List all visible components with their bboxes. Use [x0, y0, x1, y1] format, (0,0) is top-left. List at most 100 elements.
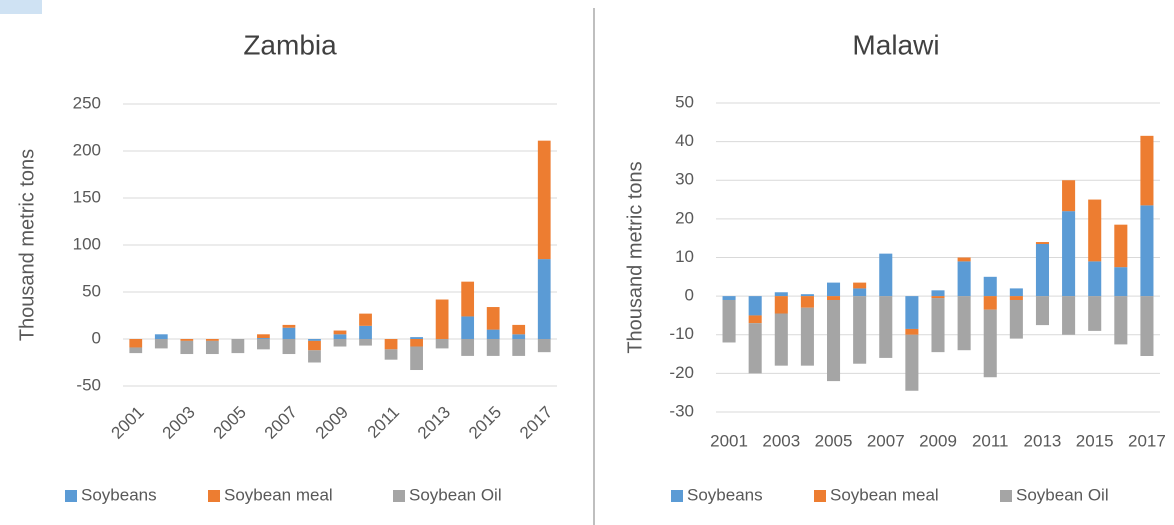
bar-segment — [308, 350, 321, 363]
bar-segment — [129, 347, 143, 354]
bar-segment — [1035, 242, 1049, 244]
bar-segment — [774, 313, 788, 366]
bar-segment — [1009, 288, 1023, 297]
bar-segment — [512, 339, 526, 356]
y-tick-label: 30 — [675, 170, 694, 189]
bar-segment — [722, 299, 736, 343]
x-tick-label: 2017 — [1128, 431, 1166, 450]
x-tick-label: 2005 — [815, 431, 853, 450]
bar-segment — [257, 338, 270, 339]
bar-segment — [333, 339, 347, 347]
bar-segment — [800, 296, 814, 308]
bar-segment — [410, 337, 423, 339]
y-tick-label: 0 — [685, 286, 694, 305]
x-tick-label: 2017 — [516, 403, 556, 443]
bar-segment — [384, 339, 398, 350]
bar-segment — [853, 288, 867, 297]
bar-segment — [231, 339, 245, 354]
bar-segment — [879, 296, 893, 358]
x-tick-label: 2007 — [261, 403, 301, 443]
x-tick-label: 2001 — [108, 403, 148, 443]
bar-segment — [748, 323, 762, 374]
bar-segment — [1062, 180, 1076, 212]
x-tick-label: 2005 — [210, 403, 250, 443]
x-tick-label: 2015 — [1076, 431, 1114, 450]
legend-label: Soybean meal — [224, 485, 333, 504]
legend-label: Soybeans — [687, 485, 763, 504]
bar-segment — [1035, 296, 1049, 326]
bar-segment — [435, 299, 449, 339]
bar-segment — [257, 339, 270, 350]
x-tick-label: 2003 — [159, 403, 199, 443]
y-tick-label: 200 — [73, 140, 101, 159]
bar-segment — [282, 324, 296, 328]
y-tick-label: 50 — [675, 92, 694, 111]
x-tick-label: 2015 — [465, 403, 505, 443]
x-tick-label: 2011 — [972, 431, 1009, 450]
bar-segment — [333, 330, 347, 335]
legend-label: Soybean Oil — [1016, 485, 1109, 504]
bar-segment — [1088, 261, 1102, 297]
bar-segment — [774, 292, 788, 297]
bar-segment — [129, 339, 143, 348]
x-tick-label: 2013 — [414, 403, 454, 443]
bar-segment — [308, 340, 321, 351]
bar-segment — [384, 349, 398, 360]
bar-segment — [1062, 211, 1076, 297]
bar-segment — [1114, 267, 1128, 297]
y-tick-label: 10 — [675, 247, 694, 266]
bar-segment — [435, 339, 449, 349]
bar-segment — [512, 334, 526, 339]
legend-label: Soybean Oil — [409, 485, 502, 504]
bar-segment — [461, 281, 475, 317]
bar-segment — [359, 339, 372, 346]
bar-segment — [410, 346, 423, 371]
y-axis-title: Thousand metric tons — [624, 161, 646, 353]
bar-segment — [1035, 243, 1049, 297]
y-tick-label: 20 — [675, 208, 694, 227]
bar-segment — [537, 259, 551, 339]
bar-segment — [154, 334, 168, 339]
bar-segment — [957, 296, 971, 351]
chart-title: Malawi — [852, 29, 939, 60]
bar-segment — [957, 261, 971, 297]
legend-swatch — [1000, 490, 1012, 502]
bar-segment — [905, 296, 919, 329]
bar-segment — [800, 294, 814, 297]
bar-segment — [512, 324, 526, 335]
bar-segment — [931, 298, 945, 353]
y-tick-label: -10 — [669, 324, 694, 343]
bar-segment — [800, 307, 814, 366]
y-tick-label: 250 — [73, 93, 101, 112]
bar-segment — [957, 257, 971, 262]
x-tick-label: 2007 — [867, 431, 905, 450]
bar-segment — [853, 296, 867, 364]
bar-segment — [180, 339, 194, 341]
x-tick-label: 2013 — [1024, 431, 1062, 450]
bar-segment — [308, 339, 321, 341]
legend-swatch — [65, 490, 77, 502]
bar-segment — [905, 328, 919, 335]
bar-segment — [205, 340, 219, 355]
legend-label: Soybeans — [81, 485, 157, 504]
tab-marker — [0, 0, 42, 14]
bar-segment — [282, 327, 296, 339]
bar-segment — [722, 296, 736, 300]
bar-segment — [537, 339, 551, 353]
bar-segment — [931, 296, 945, 299]
bar-segment — [1088, 199, 1102, 262]
bar-segment — [1114, 224, 1128, 268]
bar-segment — [461, 316, 475, 339]
bar-segment — [1140, 205, 1154, 297]
x-tick-label: 2009 — [312, 403, 352, 443]
bar-segment — [333, 334, 347, 339]
bar-segment — [537, 140, 551, 260]
legend-label: Soybean meal — [830, 485, 939, 504]
bar-segment — [1114, 296, 1128, 345]
bar-segment — [1009, 296, 1023, 300]
bar-segment — [827, 296, 841, 300]
bar-segment — [1062, 296, 1076, 335]
legend-swatch — [208, 490, 220, 502]
y-tick-label: 150 — [73, 187, 101, 206]
bar-segment — [282, 339, 296, 355]
